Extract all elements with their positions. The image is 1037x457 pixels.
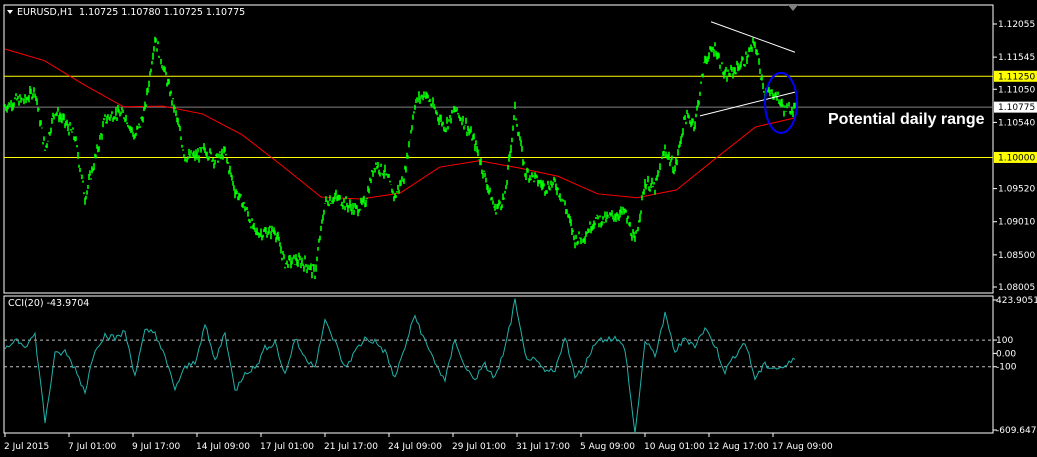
- symbol-label: EURUSD,H1: [17, 7, 73, 18]
- time-tick-label: 7 Jul 01:00: [68, 442, 117, 452]
- annotation-text: Potential daily range: [828, 111, 985, 128]
- time-tick-label: 29 Jul 01:00: [452, 442, 506, 452]
- cci-tick-label: -100: [996, 363, 1017, 373]
- moving-average-line: [4, 48, 796, 200]
- range-ellipse[interactable]: [764, 71, 798, 134]
- time-tick-label: 21 Jul 17:00: [324, 442, 378, 452]
- time-tick-label: 9 Jul 17:00: [132, 442, 181, 452]
- price-tick-label: 1.09010: [998, 218, 1035, 228]
- ohlc-values: 1.10725 1.10780 1.10725 1.10775: [79, 7, 245, 18]
- price-tick-label: 1.09520: [998, 185, 1035, 195]
- cci-indicator: 423.9051 100 0.00 -100 -609.6474: [4, 296, 1037, 436]
- level-price-badge: [994, 151, 1037, 163]
- cci-tick-label: -609.6474: [996, 426, 1037, 436]
- level-price-label: 1.11250: [998, 72, 1035, 82]
- time-tick-label: 10 Aug 01:00: [644, 442, 705, 452]
- price-tick-label: 1.10540: [998, 118, 1035, 128]
- time-tick-label: 5 Aug 09:00: [580, 442, 635, 452]
- cci-panel-frame: [3, 295, 994, 434]
- price-bars: [4, 36, 796, 280]
- time-tick-label: 12 Aug 17:00: [708, 442, 769, 452]
- trendlines[interactable]: [699, 21, 797, 117]
- time-tick-label: 31 Jul 17:00: [516, 442, 570, 452]
- cci-title: CCI(20) -43.9704: [8, 298, 89, 309]
- level-price-badge: [994, 70, 1037, 82]
- cci-line: [4, 298, 796, 434]
- price-panel-frame: [3, 4, 994, 294]
- trendline-lower[interactable]: [699, 91, 797, 117]
- cci-tick-label: 423.9051: [996, 296, 1037, 306]
- time-tick-label: 17 Aug 09:00: [772, 442, 833, 452]
- trendline-upper[interactable]: [710, 21, 796, 53]
- price-tick-label: 1.08500: [998, 251, 1035, 261]
- time-tick-label: 17 Jul 01:00: [260, 442, 314, 452]
- time-tick-label: 14 Jul 09:00: [196, 442, 250, 452]
- price-axis: 1.12055 1.11545 1.11050 1.10540 1.09520 1.090…: [993, 20, 1037, 293]
- chart-shift-marker-icon[interactable]: [788, 5, 798, 11]
- cci-tick-label: 0.00: [996, 349, 1016, 359]
- time-tick-label: 24 Jul 09:00: [388, 442, 442, 452]
- price-tick-label: 1.11545: [998, 53, 1035, 63]
- cci-tick-label: 100: [996, 336, 1013, 346]
- price-tick-label: 1.12055: [998, 20, 1035, 30]
- time-tick-label: 2 Jul 2015: [4, 442, 49, 452]
- level-price-label: 1.10000: [998, 153, 1035, 163]
- price-series: [4, 36, 796, 280]
- price-tick-label: 1.11050: [998, 85, 1035, 95]
- time-axis: 2 Jul 2015 7 Jul 01:00 9 Jul 17:00 14 Jul 0…: [4, 433, 833, 452]
- moving-average: [4, 48, 796, 200]
- level-price-badge: [994, 101, 1037, 113]
- price-tick-label: 1.08005: [998, 283, 1035, 293]
- level-price-label: 1.10775: [998, 103, 1035, 113]
- triangle-down-icon[interactable]: [7, 10, 13, 14]
